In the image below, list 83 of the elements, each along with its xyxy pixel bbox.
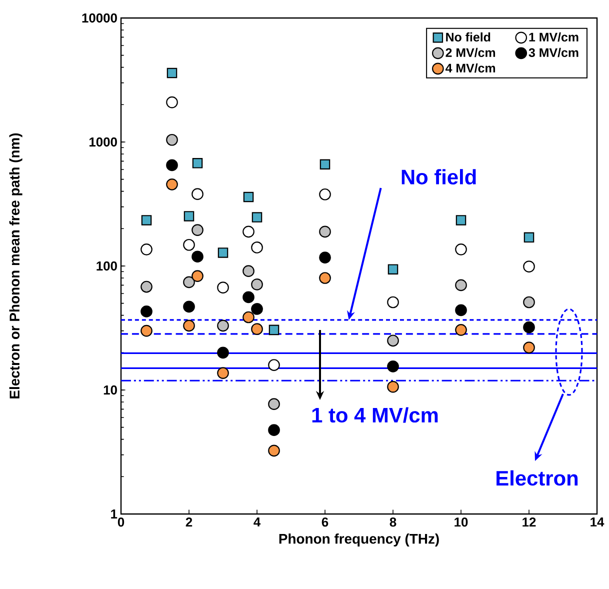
point bbox=[140, 306, 152, 318]
point bbox=[242, 291, 254, 304]
legend-label: 2 MV/cm bbox=[446, 48, 496, 58]
y-axis-title: Electron or Phonon mean free path (nm) bbox=[9, 133, 22, 398]
legend-label: 1 MV/cm bbox=[529, 32, 578, 42]
point bbox=[183, 300, 195, 313]
point bbox=[242, 265, 254, 277]
point bbox=[242, 226, 254, 238]
point bbox=[268, 359, 280, 371]
point bbox=[166, 68, 178, 78]
point bbox=[523, 296, 535, 308]
point bbox=[192, 158, 203, 168]
point bbox=[141, 215, 152, 226]
point bbox=[192, 224, 204, 236]
point bbox=[252, 212, 262, 222]
point bbox=[218, 248, 228, 258]
point bbox=[140, 280, 152, 293]
point bbox=[320, 159, 330, 170]
x-tick-label: 8 bbox=[390, 518, 396, 527]
x-tick-label: 4 bbox=[254, 518, 261, 526]
x-tick-label: 2 bbox=[186, 518, 192, 527]
x-tick-label: 10 bbox=[454, 518, 468, 527]
y-tick-label: 1 bbox=[111, 510, 118, 518]
point bbox=[387, 380, 399, 393]
x-axis-title: Phonon frequency (THz) bbox=[279, 534, 439, 547]
point bbox=[523, 342, 535, 354]
point bbox=[319, 272, 331, 284]
annotation: 1 to 4 MV/cm bbox=[312, 407, 438, 423]
point bbox=[387, 296, 399, 308]
point bbox=[242, 311, 254, 324]
point bbox=[192, 188, 204, 200]
point bbox=[251, 242, 263, 254]
legend-label: 4 MV/cm bbox=[445, 63, 496, 73]
y-tick-label: 1000 bbox=[89, 137, 117, 147]
y-tick-label: 10000 bbox=[82, 13, 117, 23]
point bbox=[251, 323, 263, 335]
point bbox=[166, 159, 178, 172]
point bbox=[217, 346, 229, 359]
point bbox=[387, 360, 399, 372]
point bbox=[140, 244, 152, 256]
x-tick-label: 6 bbox=[322, 518, 328, 527]
point bbox=[192, 270, 204, 282]
y-tick-label: 10 bbox=[104, 385, 117, 395]
point bbox=[523, 321, 535, 334]
point bbox=[319, 188, 331, 200]
point bbox=[183, 320, 195, 332]
point bbox=[268, 398, 280, 410]
legend-label: 3 MV/cm bbox=[528, 48, 578, 58]
point bbox=[183, 276, 195, 288]
point bbox=[455, 304, 467, 316]
y-tick-label: 100 bbox=[96, 261, 117, 271]
point bbox=[524, 232, 534, 243]
legend-label: No field bbox=[446, 32, 490, 42]
point bbox=[217, 282, 229, 294]
point bbox=[251, 278, 263, 290]
annotation: Electron bbox=[496, 470, 578, 486]
point bbox=[387, 334, 399, 347]
point bbox=[166, 96, 178, 108]
point bbox=[166, 134, 178, 146]
point bbox=[140, 324, 152, 337]
point bbox=[166, 178, 178, 190]
point bbox=[243, 192, 254, 202]
annotation: No field bbox=[402, 169, 476, 184]
point bbox=[456, 215, 466, 226]
point bbox=[217, 367, 229, 379]
point bbox=[319, 252, 331, 264]
point bbox=[455, 324, 467, 336]
point bbox=[268, 424, 280, 436]
point bbox=[251, 303, 263, 315]
x-tick-label: 0 bbox=[118, 518, 124, 527]
point bbox=[184, 211, 194, 222]
point bbox=[455, 244, 467, 256]
point bbox=[217, 320, 229, 332]
point bbox=[192, 250, 204, 263]
point bbox=[268, 324, 280, 336]
point bbox=[319, 226, 331, 238]
point bbox=[268, 444, 280, 457]
point bbox=[455, 279, 467, 292]
x-tick-label: 14 bbox=[590, 518, 604, 526]
x-tick-label: 12 bbox=[522, 518, 536, 527]
point bbox=[388, 264, 398, 274]
point bbox=[523, 260, 535, 272]
point bbox=[183, 238, 195, 251]
